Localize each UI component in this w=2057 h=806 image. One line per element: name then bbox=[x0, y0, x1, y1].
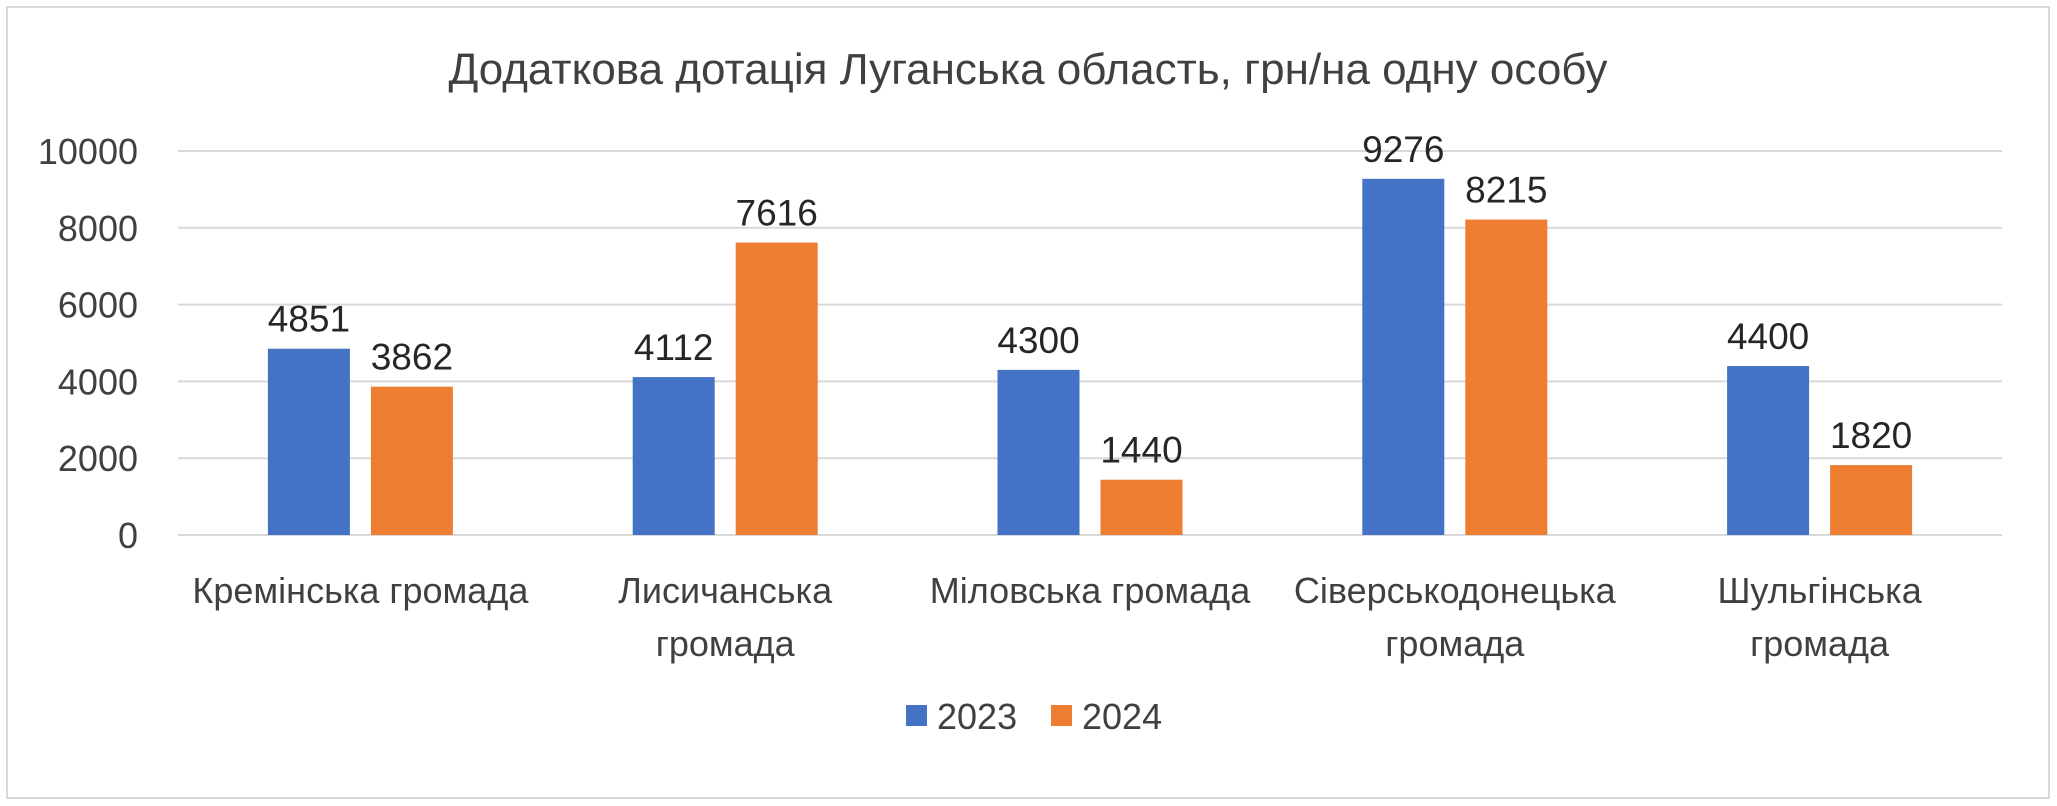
legend-swatch-2023 bbox=[906, 705, 927, 726]
bar-2024-4 bbox=[1830, 465, 1913, 535]
legend-label-2023: 2023 bbox=[937, 696, 1017, 737]
data-label-2024-3: 8215 bbox=[1465, 170, 1547, 211]
data-label-2024-4: 1820 bbox=[1830, 415, 1912, 456]
chart-title: Додаткова дотація Луганська область, грн… bbox=[448, 45, 1607, 94]
bar-2023-2 bbox=[997, 369, 1080, 535]
legend: 2023 2024 bbox=[906, 696, 1162, 737]
y-tick-label: 6000 bbox=[58, 285, 138, 326]
y-axis: 0 2000 4000 6000 8000 10000 bbox=[38, 131, 138, 556]
bar-2024-1 bbox=[735, 242, 818, 535]
x-category-label: Сіверськодонецька bbox=[1294, 570, 1617, 611]
data-label-2024-1: 7616 bbox=[736, 193, 818, 234]
bar-2024-2 bbox=[1100, 479, 1183, 535]
data-labels: 4851 3862 4112 7616 4300 1440 9276 8215 4400 1820 bbox=[268, 129, 1913, 471]
data-label-2023-1: 4112 bbox=[634, 327, 714, 368]
x-category-label: Міловська громада bbox=[930, 570, 1251, 611]
data-label-2023-4: 4400 bbox=[1727, 316, 1809, 357]
bar-2024-3 bbox=[1465, 219, 1548, 535]
data-label-2024-0: 3862 bbox=[371, 337, 453, 378]
data-label-2023-0: 4851 bbox=[268, 299, 350, 340]
y-tick-label: 2000 bbox=[58, 438, 138, 479]
x-category-label: громада bbox=[656, 623, 796, 664]
x-category-label: громада bbox=[1750, 623, 1890, 664]
x-category-label: Шульгінська bbox=[1717, 570, 1922, 611]
data-label-2024-2: 1440 bbox=[1100, 430, 1182, 471]
bars bbox=[267, 178, 1913, 535]
x-category-label: громада bbox=[1385, 623, 1525, 664]
bar-2023-3 bbox=[1362, 178, 1445, 535]
y-tick-label: 0 bbox=[118, 515, 138, 556]
data-label-2023-3: 9276 bbox=[1362, 129, 1444, 170]
bar-2023-1 bbox=[632, 377, 715, 535]
legend-label-2024: 2024 bbox=[1082, 696, 1162, 737]
x-category-label: Кремінська громада bbox=[192, 570, 529, 611]
y-tick-label: 8000 bbox=[58, 208, 138, 249]
bar-2023-4 bbox=[1727, 366, 1810, 535]
y-tick-label: 4000 bbox=[58, 361, 138, 402]
x-axis: Кремінська громада Лисичанська громада Міло… bbox=[192, 570, 1922, 664]
legend-swatch-2024 bbox=[1051, 705, 1072, 726]
bar-2023-0 bbox=[267, 348, 350, 535]
gridlines bbox=[178, 150, 2002, 536]
y-tick-label: 10000 bbox=[38, 131, 138, 172]
bar-2024-0 bbox=[370, 386, 453, 535]
data-label-2023-2: 4300 bbox=[997, 320, 1079, 361]
x-category-label: Лисичанська bbox=[618, 570, 833, 611]
